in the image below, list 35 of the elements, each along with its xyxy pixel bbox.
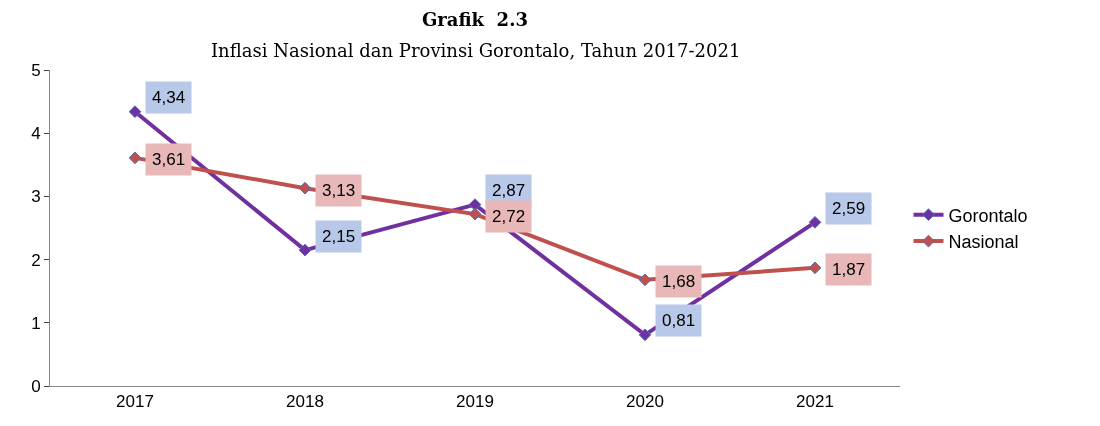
data-label: 2,59: [832, 199, 866, 218]
legend-label: Nasional: [948, 232, 1019, 253]
x-tick-label: 2021: [796, 392, 834, 412]
y-tick-label: 0: [31, 376, 41, 396]
point: [468, 207, 482, 221]
point: [128, 105, 142, 119]
point: [298, 243, 312, 257]
data-label: 2,87: [492, 181, 526, 200]
y-tick-label: 5: [31, 60, 41, 80]
point: [808, 261, 822, 275]
point: [128, 151, 142, 165]
point: [808, 215, 822, 229]
x-tick-label: 2019: [456, 392, 494, 412]
y-tick-label: 1: [31, 313, 41, 333]
point: [638, 273, 652, 287]
y-tick-label: 4: [31, 124, 41, 144]
y-tick-label: 2: [31, 250, 41, 270]
data-label: 1,68: [662, 272, 696, 291]
x-tick-label: 2020: [626, 392, 664, 412]
y-tick-label: 3: [31, 187, 41, 207]
legend-label: Gorontalo: [948, 205, 1028, 226]
x-tick-label: 2018: [286, 392, 324, 412]
point: [468, 198, 482, 211]
chart-title: Grafik 2.3: [422, 9, 528, 30]
data-label: 3,13: [322, 181, 356, 200]
point: [638, 328, 652, 342]
data-label: 3,61: [152, 150, 186, 169]
chart-subtitle: Inflasi Nasional dan Provinsi Gorontalo, Tahun 2017-2021: [211, 40, 741, 61]
data-label: 4,34: [152, 88, 186, 107]
data-label: 2,72: [492, 207, 526, 226]
data-label: 2,15: [322, 227, 356, 246]
data-label: 0,81: [662, 311, 696, 330]
data-label: 1,87: [832, 260, 866, 279]
point: [298, 181, 312, 195]
x-tick-label: 2017: [116, 392, 154, 412]
